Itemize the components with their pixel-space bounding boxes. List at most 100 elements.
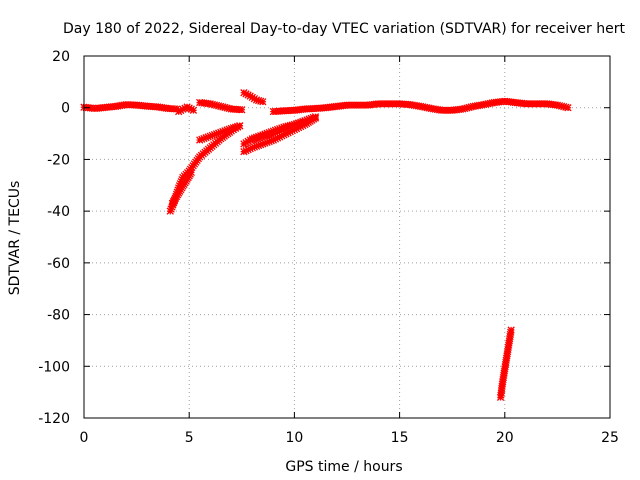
- data-point: [278, 132, 286, 140]
- data-point: [183, 103, 191, 111]
- data-point: [252, 142, 261, 150]
- data-point: [242, 90, 250, 98]
- y-tick-label: -80: [47, 308, 70, 324]
- data-point: [185, 104, 193, 112]
- data-point: [273, 128, 282, 136]
- chart-title: Day 180 of 2022, Sidereal Day-to-day VTE…: [63, 21, 625, 37]
- data-point: [278, 126, 286, 135]
- data-point: [179, 105, 187, 113]
- data-point: [282, 130, 290, 138]
- data-point: [248, 136, 256, 144]
- data-point: [297, 122, 305, 131]
- data-point: [200, 134, 208, 143]
- data-point: [202, 134, 210, 142]
- data-point: [288, 127, 296, 135]
- data-point: [309, 113, 317, 122]
- data-point: [254, 134, 263, 142]
- data-point: [240, 148, 248, 156]
- x-tick-label: 5: [185, 430, 194, 446]
- data-point: [246, 145, 254, 153]
- data-point: [259, 140, 267, 148]
- data-point: [166, 207, 174, 215]
- y-tick-label: -40: [47, 204, 70, 220]
- data-point: [181, 104, 189, 112]
- data-point: [187, 105, 195, 113]
- y-tick-label: -60: [47, 256, 70, 272]
- data-point: [301, 118, 309, 126]
- y-axis-label: SDTVAR / TECUs: [7, 181, 23, 296]
- data-point: [276, 133, 284, 141]
- data-point: [177, 106, 185, 115]
- data-point: [286, 128, 294, 136]
- data-point: [292, 124, 301, 133]
- data-point: [210, 130, 219, 139]
- data-point: [204, 133, 212, 141]
- data-point: [219, 127, 227, 136]
- data-point: [168, 203, 176, 211]
- data-point: [225, 125, 233, 133]
- data-point: [236, 122, 244, 130]
- data-point: [305, 115, 313, 123]
- data-point: [267, 137, 275, 145]
- data-point: [271, 135, 280, 143]
- data-point: [206, 132, 214, 140]
- data-point: [276, 127, 284, 135]
- data-point: [284, 129, 292, 137]
- data-point: [198, 135, 206, 143]
- data-point: [271, 129, 280, 137]
- x-tick-label: 15: [391, 430, 409, 446]
- y-tick-label: 0: [61, 101, 70, 117]
- axis-ticks: [83, 55, 611, 419]
- data-point: [284, 123, 292, 132]
- data-point: [238, 106, 246, 114]
- data-point: [217, 128, 225, 136]
- data-point: [167, 205, 175, 213]
- data-point: [507, 326, 515, 334]
- data-point: [286, 122, 294, 131]
- data-point: [208, 131, 217, 140]
- x-tick-label: 0: [80, 430, 89, 446]
- data-point: [240, 89, 248, 97]
- data-point: [223, 126, 231, 134]
- data-point: [250, 135, 259, 143]
- data-point: [221, 127, 229, 135]
- y-tick-label: -120: [38, 411, 70, 427]
- x-tick-label: 10: [285, 430, 303, 446]
- data-point: [242, 147, 250, 155]
- data-point: [257, 141, 265, 149]
- data-point: [250, 143, 259, 151]
- data-point: [269, 129, 278, 138]
- data-point: [259, 98, 267, 106]
- data-point: [196, 136, 204, 144]
- data-point: [564, 104, 572, 112]
- data-point: [282, 124, 290, 133]
- data-point: [273, 134, 282, 142]
- data-point: [294, 123, 303, 132]
- data-point: [244, 146, 252, 154]
- x-tick-label: 25: [601, 430, 619, 446]
- data-point: [280, 131, 288, 139]
- tick-labels: 0 5 10 15 20 25 20 0 -20 -40 -60 -80 -100 -120: [38, 49, 619, 446]
- data-point: [290, 126, 299, 134]
- y-tick-label: -20: [47, 152, 70, 168]
- x-axis-label: GPS time / hours: [285, 459, 402, 475]
- data-point: [307, 114, 315, 122]
- y-tick-label: 20: [52, 49, 70, 65]
- data-point: [254, 141, 263, 150]
- data-point: [311, 113, 320, 121]
- data-point: [252, 134, 261, 143]
- data-point: [269, 136, 278, 144]
- x-tick-label: 20: [496, 430, 514, 446]
- y-tick-label: -100: [38, 359, 70, 375]
- data-point: [280, 126, 288, 134]
- data-point: [214, 129, 223, 137]
- data-point: [248, 144, 256, 152]
- data-point: [212, 130, 221, 138]
- data-point: [175, 107, 183, 116]
- grid-lines: [84, 56, 610, 418]
- plot-frame: [83, 55, 611, 419]
- data-point: [244, 91, 252, 99]
- data-point: [257, 133, 265, 141]
- data-point: [189, 106, 198, 114]
